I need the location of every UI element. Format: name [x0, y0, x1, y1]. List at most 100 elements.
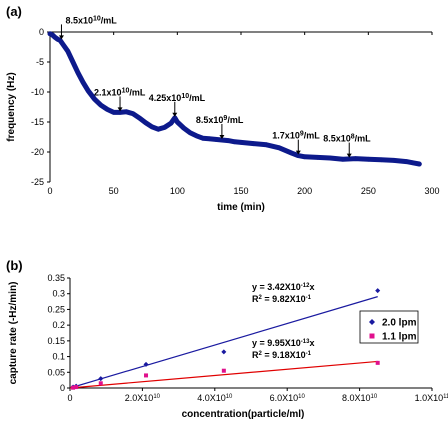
panel-b-label: (b)	[6, 258, 23, 273]
y-tick-label: -20	[31, 147, 44, 157]
data-point	[75, 70, 81, 76]
x-tick-label: 150	[233, 186, 248, 196]
data-point	[162, 124, 168, 130]
arrow-head	[58, 35, 64, 40]
legend-label: 2.0 lpm	[382, 318, 417, 329]
data-point	[143, 361, 149, 367]
x-tick-label: 4.0X1010	[197, 393, 233, 403]
data-point	[71, 385, 76, 390]
concentration-annotation: 8.5x109/mL	[196, 115, 244, 126]
data-point	[117, 109, 123, 115]
x-tick-label: 0	[47, 186, 52, 196]
data-point	[375, 288, 381, 294]
data-point	[80, 79, 86, 85]
y-axis-title: frequency (Hz)	[6, 72, 17, 141]
x-tick-label: 0	[67, 393, 72, 403]
x-tick-label: 100	[170, 186, 185, 196]
data-point	[149, 124, 155, 130]
legend-marker	[369, 319, 375, 325]
data-point	[365, 156, 371, 162]
x-tick-label: 6.0X1010	[270, 393, 306, 403]
concentration-annotation: 4.25x1010/mL	[149, 92, 206, 103]
fit-equation: y = 9.95X10-13x	[252, 338, 314, 348]
x-tick-label: 250	[361, 186, 376, 196]
data-point	[289, 150, 295, 156]
y-tick-label: 0.1	[52, 352, 65, 362]
data-point	[225, 138, 231, 144]
data-point	[111, 109, 117, 115]
x-axis-title: time (min)	[217, 202, 265, 213]
arrow-head	[346, 153, 352, 158]
data-point	[143, 120, 148, 126]
data-point	[98, 376, 104, 382]
concentration-annotation: 8.5x1010/mL	[65, 15, 117, 26]
data-point	[251, 141, 257, 147]
y-tick-label: -25	[31, 177, 44, 187]
y-tick-label: 0	[39, 27, 44, 37]
data-point	[416, 161, 422, 167]
data-point	[193, 133, 199, 139]
x-tick-label: 300	[424, 186, 439, 196]
data-point	[168, 120, 174, 126]
data-point	[172, 115, 178, 121]
data-point	[187, 130, 193, 136]
y-tick-label: 0.25	[47, 304, 65, 314]
x-tick-label: 8.0X1010	[342, 393, 378, 403]
data-point	[98, 381, 103, 386]
data-point	[391, 157, 397, 163]
data-point	[85, 88, 91, 94]
data-point	[263, 142, 269, 148]
data-point	[314, 154, 320, 160]
data-point	[155, 126, 161, 132]
data-point	[213, 136, 219, 142]
concentration-annotation: 1.7x109/mL	[272, 130, 320, 141]
x-tick-label: 2.0X1010	[125, 393, 161, 403]
y-axis-title: capture rate (-Hz/min)	[8, 282, 19, 385]
data-point	[404, 159, 410, 165]
legend-label: 1.1 lpm	[382, 332, 417, 343]
data-point	[276, 145, 282, 151]
arrow-head	[295, 150, 301, 155]
r-squared: R2 = 9.18X10-1	[252, 350, 312, 360]
data-point	[98, 102, 104, 108]
arrow-head	[117, 107, 123, 112]
data-point	[130, 111, 136, 117]
panel-a-label: (a)	[6, 4, 22, 19]
data-point	[232, 139, 238, 145]
arrow-head	[172, 112, 178, 117]
concentration-annotation: 8.5x108/mL	[323, 133, 371, 144]
legend: 2.0 lpm 1.1 lpm	[359, 310, 419, 344]
data-point	[219, 137, 225, 143]
y-tick-label: -10	[31, 87, 44, 97]
data-point	[144, 373, 149, 378]
y-tick-label: 0.35	[47, 273, 65, 283]
y-tick-label: 0.3	[52, 289, 65, 299]
data-point	[200, 135, 206, 141]
chart-a: 0 50 100 150 200 250 300 0 -5 -10 -15 -20 -25 time (m…	[6, 15, 440, 213]
data-point	[340, 156, 346, 162]
data-point	[375, 360, 380, 365]
fit-line	[69, 360, 378, 389]
y-tick-label: -5	[36, 57, 44, 67]
frequency-trace	[47, 31, 422, 167]
data-point	[295, 153, 301, 159]
r-squared: R2 = 9.82X10-1	[252, 294, 312, 304]
data-point	[70, 59, 76, 65]
data-point	[353, 156, 359, 162]
x-tick-label: 50	[109, 186, 119, 196]
y-tick-label: -15	[31, 117, 44, 127]
data-point	[181, 125, 187, 131]
data-point	[65, 48, 71, 54]
data-point	[238, 139, 244, 145]
arrow-head	[219, 135, 225, 139]
x-tick-label: 1.0X1011	[415, 393, 448, 403]
data-point	[92, 96, 98, 102]
data-point	[410, 160, 416, 166]
data-point	[302, 154, 308, 160]
concentration-annotation: 2.1x1010/mL	[94, 87, 146, 98]
y-tick-label: 0	[60, 383, 65, 393]
data-point	[378, 157, 384, 163]
data-point	[327, 155, 333, 161]
data-point	[74, 385, 79, 390]
